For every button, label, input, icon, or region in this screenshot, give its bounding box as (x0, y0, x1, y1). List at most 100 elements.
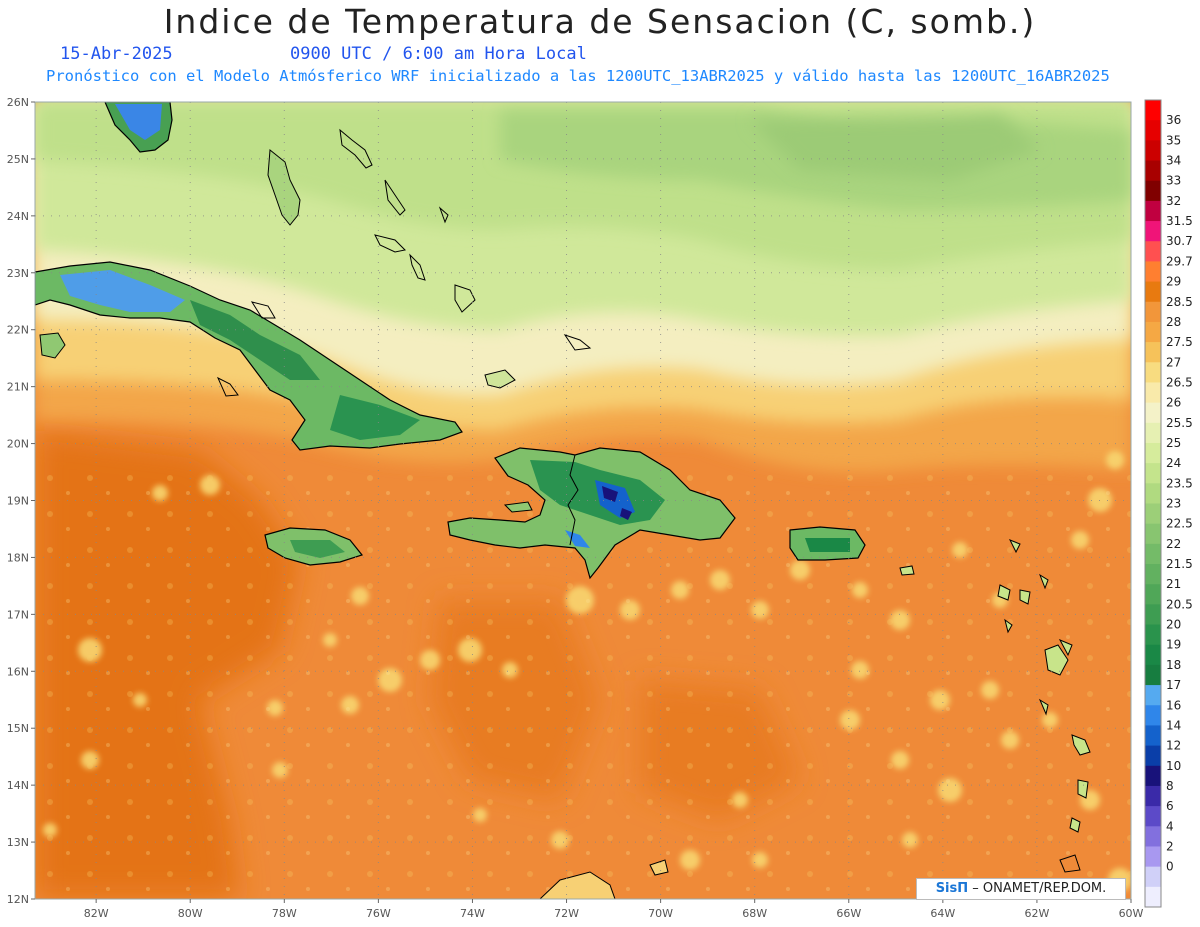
legend-label: 2 (1166, 839, 1174, 853)
legend-label: 29.7 (1166, 254, 1193, 268)
lon-tick-label: 62W (1024, 907, 1049, 920)
lat-tick-label: 25N (7, 153, 29, 166)
legend-swatch (1145, 321, 1161, 343)
legend-label: 25.5 (1166, 416, 1193, 430)
credit-box: SisΠ – ONAMET/REP.DOM. (916, 878, 1126, 900)
forecast-time: 0900 UTC / 6:00 am Hora Local (290, 44, 587, 64)
legend-swatch (1145, 846, 1161, 868)
legend-swatch (1145, 261, 1161, 283)
legend-swatch (1145, 342, 1161, 363)
model-info: Pronóstico con el Modelo Atmósferico WRF… (46, 67, 1110, 85)
lat-tick-label: 17N (7, 608, 29, 621)
legend-label: 6 (1166, 799, 1174, 813)
lon-tick-label: 82W (84, 907, 109, 920)
legend-label: 33 (1166, 174, 1181, 188)
lat-tick-label: 22N (7, 324, 29, 337)
legend-label: 28.5 (1166, 295, 1193, 309)
legend-label: 12 (1166, 739, 1181, 753)
forecast-date: 15-Abr-2025 (60, 44, 173, 64)
lat-tick-label: 24N (7, 210, 29, 223)
legend-swatch (1145, 483, 1161, 504)
legend-swatch (1145, 624, 1161, 646)
legend-swatch (1145, 100, 1161, 121)
lat-tick-label: 18N (7, 551, 29, 564)
lon-tick-label: 72W (554, 907, 579, 920)
lon-tick-label: 64W (930, 907, 955, 920)
legend-swatch (1145, 826, 1161, 847)
credit-text: – ONAMET/REP.DOM. (972, 881, 1107, 896)
legend-label: 27 (1166, 355, 1181, 369)
legend-label: 17 (1166, 678, 1181, 692)
legend-label: 36 (1166, 113, 1181, 127)
legend-label: 24 (1166, 456, 1181, 470)
legend-swatch (1145, 140, 1161, 162)
map-title: Indice de Temperatura de Sensacion (C, s… (163, 2, 1037, 41)
legend-swatch (1145, 523, 1161, 545)
legend-label: 25 (1166, 436, 1181, 450)
legend-swatch (1145, 221, 1161, 242)
legend-swatch (1145, 362, 1161, 383)
legend-label: 23 (1166, 497, 1181, 511)
latitude-axis: 26N 25N 24N 23N 22N 21N 20N 19N 18N 17N 16N 15N 14N 1… (7, 96, 35, 906)
legend-label: 21.5 (1166, 557, 1193, 571)
legend-swatch (1145, 644, 1161, 666)
legend-swatch (1145, 241, 1161, 262)
legend-swatch (1145, 463, 1161, 484)
legend-swatch (1145, 120, 1161, 141)
legend-swatch (1145, 725, 1161, 747)
lat-tick-label: 19N (7, 495, 29, 508)
legend-swatch (1145, 765, 1161, 787)
lon-tick-label: 76W (366, 907, 391, 920)
legend-label: 0 (1166, 860, 1174, 874)
lon-tick-label: 68W (742, 907, 767, 920)
legend-swatch (1145, 281, 1161, 303)
legend-swatch (1145, 200, 1161, 222)
lat-tick-label: 13N (7, 836, 29, 849)
legend-label: 18 (1166, 658, 1181, 672)
legend-label: 34 (1166, 154, 1181, 168)
legend-swatch (1145, 543, 1161, 565)
legend-label: 23.5 (1166, 476, 1193, 490)
legend-label: 27.5 (1166, 335, 1193, 349)
lat-tick-label: 21N (7, 381, 29, 394)
longitude-axis: 82W 80W 78W 76W 74W 72W 70W 68W 66W 64W 62W 60W (84, 899, 1144, 920)
legend-swatch (1145, 564, 1161, 585)
legend-label: 32 (1166, 194, 1181, 208)
legend-label: 14 (1166, 718, 1181, 732)
lon-tick-label: 70W (648, 907, 673, 920)
lat-tick-label: 14N (7, 779, 29, 792)
color-legend: 363534333231.530.729.72928.52827.52726.5… (1144, 99, 1193, 908)
legend-swatch (1145, 806, 1161, 827)
legend-label: 19 (1166, 638, 1181, 652)
legend-label: 28 (1166, 315, 1181, 329)
legend-swatch (1145, 301, 1161, 323)
legend-swatch (1145, 664, 1161, 686)
legend-swatch (1145, 584, 1161, 605)
legend-swatch (1145, 745, 1161, 767)
lat-tick-label: 23N (7, 267, 29, 280)
legend-label: 21 (1166, 577, 1181, 591)
legend-swatch (1145, 180, 1161, 202)
lat-tick-label: 12N (7, 893, 29, 906)
legend-label: 20.5 (1166, 597, 1193, 611)
legend-label: 26 (1166, 396, 1181, 410)
legend-swatch (1145, 160, 1161, 182)
legend-swatch (1145, 886, 1161, 908)
legend-swatch (1145, 685, 1161, 706)
legend-swatch (1145, 382, 1161, 404)
legend-swatch (1145, 402, 1161, 424)
legend-swatch (1145, 866, 1161, 888)
legend-swatch (1145, 705, 1161, 726)
lon-tick-label: 74W (460, 907, 485, 920)
lat-tick-label: 15N (7, 722, 29, 735)
legend-label: 10 (1166, 759, 1181, 773)
legend-label: 31.5 (1166, 214, 1193, 228)
lon-tick-label: 66W (836, 907, 861, 920)
legend-swatch (1145, 604, 1161, 626)
map-field (35, 102, 1131, 899)
lat-tick-label: 20N (7, 438, 29, 451)
lat-tick-label: 26N (7, 96, 29, 109)
legend-label: 20 (1166, 618, 1181, 632)
legend-swatch (1145, 503, 1161, 525)
